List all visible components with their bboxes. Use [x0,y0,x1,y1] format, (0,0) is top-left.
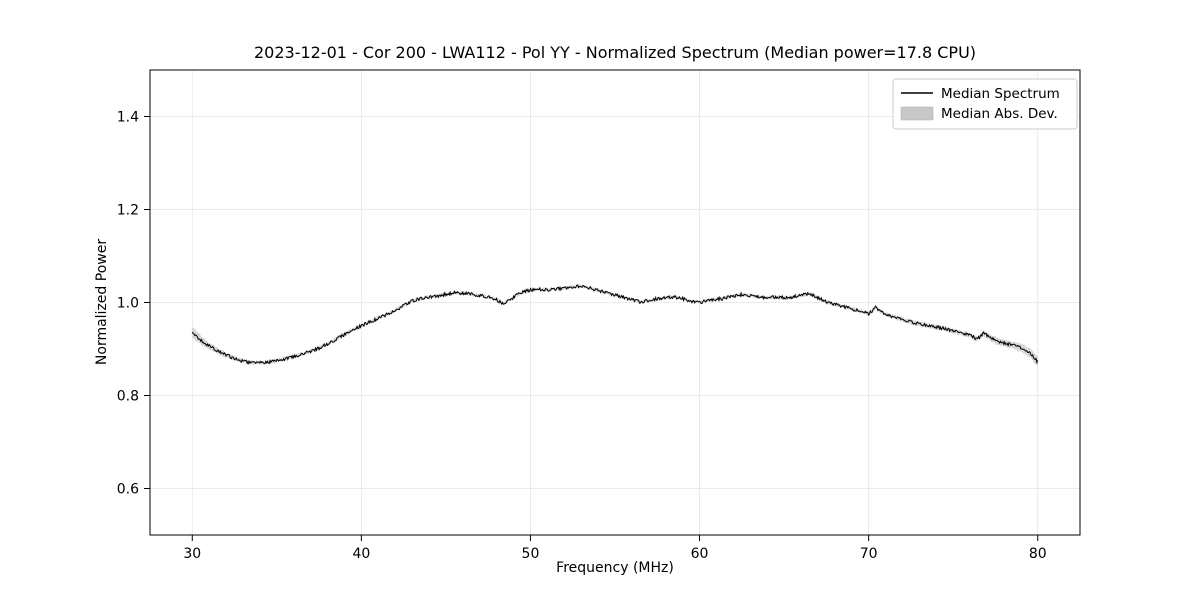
chart-title: 2023-12-01 - Cor 200 - LWA112 - Pol YY -… [254,43,976,62]
axes-frame [149,69,1081,536]
legend-band-sample-icon [900,106,934,121]
svg-text:1.0: 1.0 [117,296,139,312]
legend-label-median-abs-dev: Median Abs. Dev. [941,106,1058,122]
svg-text:80: 80 [1029,546,1047,562]
y-axis-label: Normalized Power [94,239,110,365]
svg-text:1.4: 1.4 [117,110,139,126]
svg-text:50: 50 [522,546,540,562]
svg-text:1.2: 1.2 [117,203,139,219]
svg-text:30: 30 [183,546,201,562]
svg-text:0.6: 0.6 [117,482,139,498]
svg-text:0.8: 0.8 [117,389,139,405]
legend-label-median-spectrum: Median Spectrum [941,86,1060,102]
axis-ticks: 30 40 50 60 70 80 0.6 0.8 1.0 1.2 1.4 [117,110,1047,563]
x-axis-label: Frequency (MHz) [556,560,674,576]
median-spectrum-line [191,284,1039,365]
legend: Median Spectrum Median Abs. Dev. [892,78,1078,130]
svg-text:60: 60 [691,546,709,562]
svg-text:70: 70 [860,546,878,562]
svg-text:40: 40 [352,546,370,562]
legend-box [892,78,1078,130]
